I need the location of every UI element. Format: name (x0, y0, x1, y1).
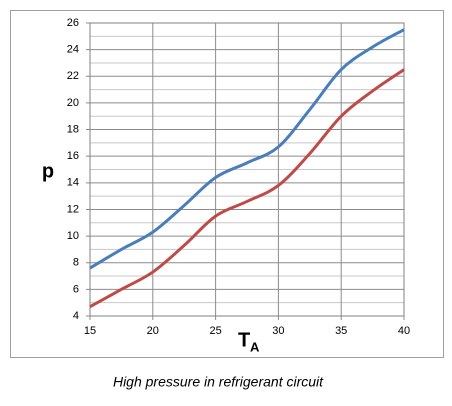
x-axis-label: T (238, 329, 250, 351)
y-tick-label: 22 (67, 70, 79, 82)
x-tick-label: 20 (147, 325, 159, 337)
y-tick-label: 8 (73, 257, 79, 269)
x-tick-label: 30 (272, 325, 284, 337)
y-tick-label: 24 (67, 44, 79, 56)
caption: High pressure in refrigerant circuit (113, 374, 324, 390)
y-tick-label: 26 (67, 17, 79, 29)
x-tick-label: 15 (84, 325, 96, 337)
plot-border (89, 22, 405, 317)
y-tick-label: 16 (67, 150, 79, 162)
y-tick-label: 4 (73, 310, 79, 322)
series-line (89, 28, 405, 270)
x-tick-label: 40 (398, 325, 410, 337)
y-tick-label: 6 (73, 283, 79, 295)
y-tick-label: 20 (67, 97, 79, 109)
series-line (89, 68, 405, 308)
chart-frame (10, 10, 444, 358)
y-tick-label: 14 (67, 177, 79, 189)
y-axis-label: p (42, 160, 54, 182)
y-tick-label: 10 (67, 230, 79, 242)
y-tick-label: 12 (67, 203, 79, 215)
x-tick-label: 25 (209, 325, 221, 337)
y-tick-label: 18 (67, 123, 79, 135)
x-tick-label: 35 (335, 325, 347, 337)
x-axis-label-subscript: A (250, 339, 260, 354)
